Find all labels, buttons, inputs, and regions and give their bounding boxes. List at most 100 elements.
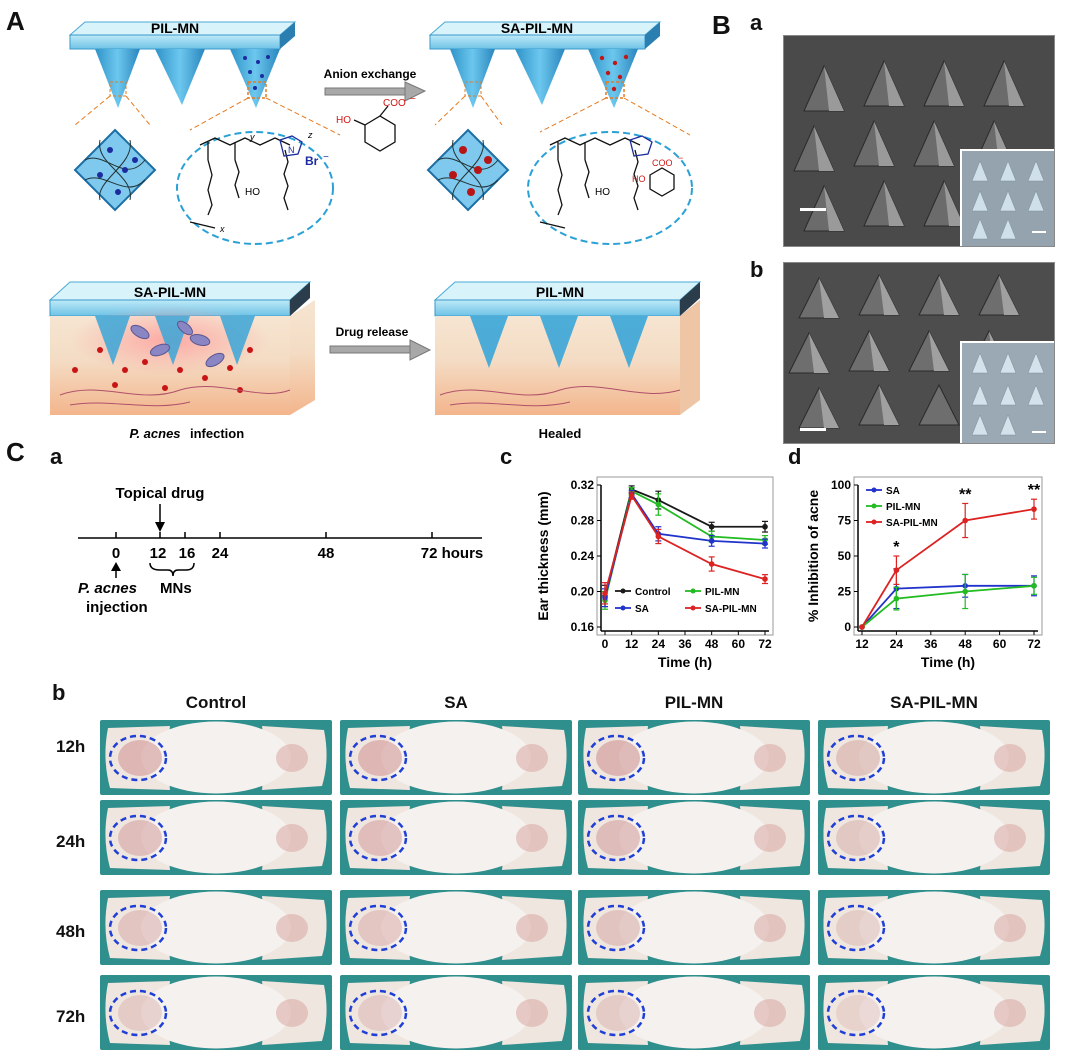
- fur: [859, 801, 1009, 874]
- data-point: [708, 538, 715, 544]
- lesion-ellipse: [826, 904, 886, 952]
- svg-text:SA-PIL-MN: SA-PIL-MN: [134, 284, 206, 300]
- pil-mn-patch-top: PIL-MN x y z: [68, 20, 341, 245]
- ear-vessels: [276, 824, 308, 852]
- significance-marker: **: [959, 486, 972, 503]
- fur: [619, 721, 769, 794]
- lesion-ellipse: [586, 904, 646, 952]
- data-point: [859, 624, 865, 630]
- ear-photo: [100, 720, 332, 795]
- svg-text:x: x: [219, 224, 225, 234]
- legend-label: SA: [635, 604, 649, 615]
- ear-vessels: [754, 824, 786, 852]
- lesion: [836, 910, 880, 946]
- ear-photo: [578, 720, 810, 795]
- ear-photo: [340, 720, 572, 795]
- row-label: 48h: [56, 922, 86, 941]
- treatment-timeline: Topical drug 0 12 16 24 48 72 hours P. a…: [78, 485, 483, 616]
- skin-healed-scene: PIL-MN Healed: [433, 281, 702, 441]
- data-point: [708, 561, 715, 567]
- row-label: 24h: [56, 832, 86, 851]
- inhibition-chart: 12 24 36 48 60 72 0 25 50 75 100 Time (h) % Inhibiti…: [805, 476, 1043, 670]
- lesion: [358, 910, 402, 946]
- legend-marker: [690, 605, 696, 611]
- data-point: [708, 523, 715, 530]
- data-point: [655, 533, 662, 540]
- lesion-ellipse: [586, 814, 646, 862]
- panel-label-Ca: a: [50, 444, 63, 469]
- y-tick-label: 0.20: [571, 585, 595, 599]
- legend-marker: [871, 487, 877, 493]
- svg-text:HO: HO: [245, 187, 260, 198]
- ear-vessels: [276, 914, 308, 942]
- svg-text:N: N: [288, 145, 295, 155]
- legend-marker: [620, 588, 626, 594]
- data-point: [762, 523, 768, 530]
- lesion-ellipse: [108, 904, 168, 952]
- lesion: [358, 740, 402, 776]
- ear-thickness-chart: 0 12 24 36 48 60 72 0.16 0.20 0.24 0.28 0.32 Time (h…: [535, 476, 774, 670]
- ear-photo: [818, 975, 1050, 1050]
- injection-label: injection: [86, 599, 148, 616]
- lesion-ellipse: [108, 814, 168, 862]
- ear-vessels: [754, 914, 786, 942]
- svg-text:−: −: [678, 153, 683, 163]
- fur: [141, 976, 291, 1049]
- panel-label-Cd: d: [788, 444, 802, 469]
- ear-photo: [578, 800, 810, 875]
- column-label: SA-PIL-MN: [890, 693, 978, 712]
- svg-text:PIL-MN: PIL-MN: [536, 284, 584, 300]
- series-line-sa-pil-mn: [861, 508, 1035, 628]
- lesion-ellipse: [826, 989, 886, 1037]
- fur: [859, 976, 1009, 1049]
- series-line-sa: [861, 584, 1034, 628]
- lesion: [836, 820, 880, 856]
- column-label: PIL-MN: [664, 693, 724, 712]
- row-label: 12h: [56, 737, 86, 756]
- x-tick-label: 12: [855, 637, 869, 651]
- ear-photo: [818, 720, 1050, 795]
- panel-label-B: B: [712, 10, 731, 40]
- infection-label: infection: [190, 426, 244, 441]
- y-tick-label: 75: [838, 514, 852, 528]
- scale-bar: [800, 208, 826, 211]
- panel-label-Cc: c: [500, 444, 513, 469]
- data-point: [602, 590, 608, 597]
- legend-marker: [871, 519, 877, 525]
- injection-label-italic: P. acnes: [78, 580, 137, 597]
- ear-photo: [100, 800, 332, 875]
- lesion-ellipse: [826, 814, 886, 862]
- ear-photo: [340, 800, 572, 875]
- significance-marker: *: [893, 539, 900, 556]
- x-tick-label: 12: [625, 637, 639, 651]
- y-tick-label: 0: [844, 620, 851, 634]
- svg-text:HO: HO: [632, 174, 646, 184]
- ear-vessels: [994, 824, 1026, 852]
- legend-label: Control: [635, 587, 671, 598]
- lesion: [358, 995, 402, 1031]
- fur: [619, 801, 769, 874]
- ear-vessels: [516, 914, 548, 942]
- drug-release-arrow: Drug release: [329, 325, 432, 361]
- y-tick-label: 0.28: [571, 514, 595, 528]
- series-line-sa: [604, 491, 766, 598]
- sa-pil-mn-patch-top: SA-PIL-MN HO COO: [426, 20, 693, 245]
- series-line-sa-pil-mn: [604, 493, 766, 594]
- ear-vessels: [994, 744, 1026, 772]
- svg-text:COO: COO: [383, 98, 406, 109]
- infection-label-italic: P. acnes: [129, 426, 180, 441]
- series-line-pil-mn: [861, 584, 1035, 628]
- lesion: [118, 995, 162, 1031]
- legend-label: SA-PIL-MN: [705, 604, 757, 615]
- data-point: [655, 501, 662, 508]
- lesion-ellipse: [826, 734, 886, 782]
- ear-vessels: [276, 999, 308, 1027]
- fur: [381, 801, 531, 874]
- lesion-ellipse: [348, 734, 408, 782]
- healed-label: Healed: [539, 426, 582, 441]
- x-tick-label: 60: [732, 637, 746, 651]
- anion-exchange-arrow: Anion exchange COO − HO: [324, 67, 427, 152]
- ear-photo: [340, 890, 572, 965]
- legend-label: PIL-MN: [705, 587, 739, 598]
- svg-text:24: 24: [212, 545, 229, 562]
